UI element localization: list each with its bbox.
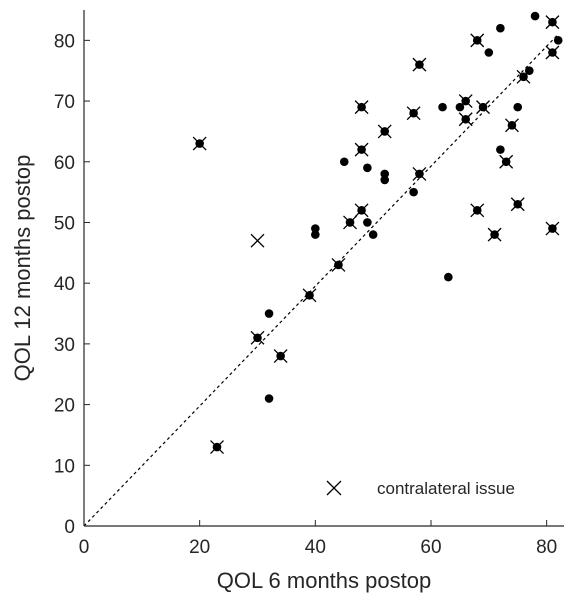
y-tick-label: 70 bbox=[54, 92, 75, 113]
y-tick-label: 60 bbox=[54, 153, 75, 174]
data-point-dot bbox=[380, 175, 390, 185]
data-point-cross bbox=[487, 227, 502, 242]
x-axis-ticks: 0 20 40 60 80 bbox=[79, 520, 557, 558]
data-point-cross bbox=[192, 136, 207, 151]
data-point-dot bbox=[484, 48, 494, 57]
data-point-cross bbox=[458, 94, 473, 109]
data-point-cross bbox=[250, 330, 265, 345]
data-point-cross bbox=[545, 221, 560, 236]
y-axis-ticks: 0 10 20 30 40 50 60 70 80 bbox=[54, 31, 90, 538]
data-point-dot bbox=[339, 157, 349, 167]
data-point-dot bbox=[363, 218, 372, 227]
data-point-cross bbox=[499, 154, 514, 169]
data-point-cross bbox=[210, 440, 224, 455]
legend-label: contralateral issue bbox=[377, 479, 515, 498]
data-point-cross bbox=[302, 288, 317, 303]
x-tick-label: 80 bbox=[536, 537, 557, 558]
data-point-dot bbox=[496, 23, 505, 33]
dot-series bbox=[195, 11, 563, 452]
y-tick-label: 20 bbox=[54, 396, 75, 417]
y-axis-label: QOL 12 months postop bbox=[10, 155, 35, 382]
data-point-dot bbox=[530, 11, 540, 21]
data-point-dot bbox=[380, 169, 390, 179]
data-point-cross bbox=[343, 215, 357, 230]
data-point-cross bbox=[470, 203, 485, 218]
data-point-cross bbox=[354, 100, 369, 115]
data-point-cross bbox=[354, 142, 369, 157]
data-point-cross bbox=[412, 57, 427, 72]
data-point-dot bbox=[496, 145, 505, 154]
data-point-cross bbox=[458, 112, 473, 127]
y-tick-label: 30 bbox=[54, 335, 75, 356]
data-point-cross bbox=[504, 118, 519, 133]
y-tick-label: 80 bbox=[54, 31, 75, 52]
data-point-dot bbox=[264, 394, 274, 403]
data-point-cross bbox=[510, 197, 525, 212]
x-tick-label: 40 bbox=[305, 537, 326, 558]
legend-marker-x bbox=[326, 480, 342, 496]
data-point-cross bbox=[545, 45, 560, 60]
data-point-cross bbox=[412, 166, 427, 181]
data-point-dot bbox=[264, 309, 274, 318]
data-point-cross bbox=[476, 100, 490, 115]
x-axis-label: QOL 6 months postop bbox=[217, 568, 431, 593]
data-point-dot bbox=[311, 224, 320, 233]
y-tick-label: 0 bbox=[64, 517, 75, 538]
data-point-dot bbox=[444, 272, 453, 282]
data-point-dot bbox=[363, 163, 372, 173]
legend: contralateral issue bbox=[326, 479, 515, 498]
y-tick-label: 40 bbox=[54, 274, 75, 295]
x-tick-label: 20 bbox=[189, 537, 210, 558]
data-point-cross bbox=[545, 15, 560, 30]
data-point-cross bbox=[354, 203, 369, 218]
cross-series bbox=[192, 15, 560, 455]
data-point-cross bbox=[516, 69, 531, 84]
data-point-dot bbox=[368, 230, 378, 239]
data-point-dot bbox=[553, 36, 563, 45]
data-point-cross bbox=[273, 349, 288, 363]
data-point-cross bbox=[331, 258, 346, 272]
data-point-dot bbox=[438, 102, 447, 112]
data-point-dot bbox=[409, 187, 418, 197]
axes bbox=[83, 10, 564, 527]
x-tick-label: 0 bbox=[79, 537, 90, 558]
data-point-dot bbox=[311, 230, 320, 239]
data-point-cross bbox=[250, 233, 265, 248]
data-point-cross bbox=[377, 124, 392, 139]
y-tick-label: 50 bbox=[54, 213, 75, 234]
x-tick-label: 60 bbox=[420, 537, 441, 558]
data-point-dot bbox=[513, 102, 523, 112]
legend-cross-icon bbox=[326, 480, 342, 496]
data-point-cross bbox=[406, 106, 421, 121]
y-tick-label: 10 bbox=[54, 456, 75, 477]
data-point-cross bbox=[470, 33, 485, 48]
